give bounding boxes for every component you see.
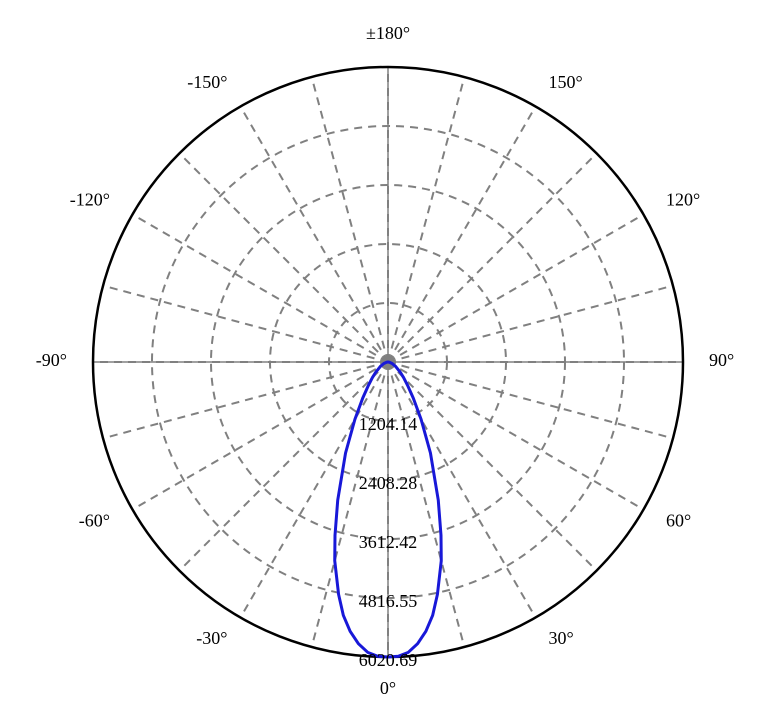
angular-label: -90° [36,350,67,370]
radial-label: 4816.55 [359,591,418,611]
angular-label: ±180° [366,23,410,43]
radial-label: 6020.69 [359,650,418,670]
angular-label: 150° [549,72,583,92]
radial-label: 1204.14 [359,414,418,434]
angular-label: 120° [666,190,700,210]
angular-label: -150° [187,72,227,92]
angular-label: -60° [79,511,110,531]
angular-label: 0° [380,678,396,698]
angular-label: 90° [709,350,734,370]
radial-label: 2408.28 [359,473,418,493]
angular-label: 30° [549,628,574,648]
angular-label: 60° [666,511,691,531]
polar-chart: ±180° 150° 120° 90° 60° 30° 0° -30° -60° -90° -120… [0,0,777,724]
angular-label: -120° [70,190,110,210]
radial-label: 3612.42 [359,532,418,552]
angular-label: -30° [196,628,227,648]
